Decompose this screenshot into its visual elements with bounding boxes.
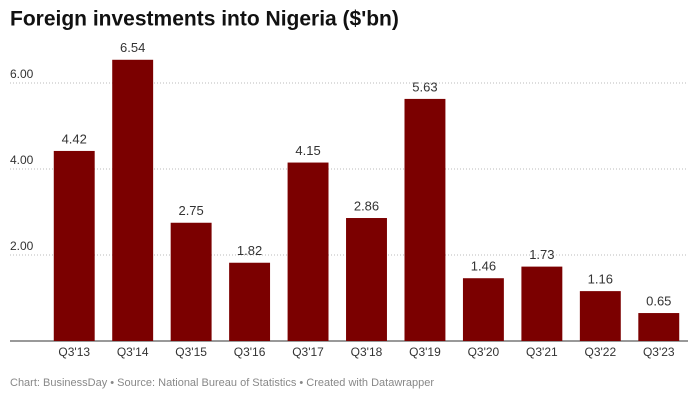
x-tick-label: Q3'18 bbox=[351, 345, 383, 359]
bar bbox=[170, 222, 212, 341]
x-tick-label: Q3'13 bbox=[58, 345, 90, 359]
bar bbox=[112, 59, 154, 341]
value-label: 1.73 bbox=[529, 247, 554, 262]
x-tick-label: Q3'14 bbox=[117, 345, 149, 359]
x-tick-label: Q3'22 bbox=[584, 345, 616, 359]
x-tick-label: Q3'15 bbox=[175, 345, 207, 359]
value-label: 1.82 bbox=[237, 243, 262, 258]
x-tick-label: Q3'21 bbox=[526, 345, 558, 359]
value-label: 2.86 bbox=[354, 198, 379, 213]
value-label: 1.16 bbox=[588, 272, 613, 287]
value-label: 6.54 bbox=[120, 40, 145, 55]
x-tick-label: Q3'23 bbox=[643, 345, 675, 359]
x-tick-label: Q3'16 bbox=[234, 345, 266, 359]
bar bbox=[521, 266, 563, 341]
value-label: 2.75 bbox=[178, 203, 203, 218]
bar bbox=[579, 291, 621, 341]
value-label: 4.15 bbox=[295, 143, 320, 158]
footer: Chart: BusinessDay • Source: National Bu… bbox=[10, 377, 434, 389]
bar bbox=[462, 278, 504, 341]
bar bbox=[346, 218, 387, 341]
x-tick-label: Q3'19 bbox=[409, 345, 441, 359]
y-tick-label: 6.00 bbox=[10, 67, 34, 81]
value-label: 5.63 bbox=[412, 79, 437, 94]
bar bbox=[287, 162, 329, 341]
bar bbox=[53, 150, 95, 341]
x-tick-label: Q3'17 bbox=[292, 345, 324, 359]
value-label: 1.46 bbox=[471, 259, 496, 274]
y-tick-label: 2.00 bbox=[10, 239, 34, 253]
bar bbox=[229, 262, 271, 341]
value-label: 4.42 bbox=[62, 131, 87, 146]
y-tick-label: 4.00 bbox=[10, 153, 34, 167]
bar bbox=[404, 98, 446, 341]
x-tick-label: Q3'20 bbox=[468, 345, 500, 359]
chart-title: Foreign investments into Nigeria ($'bn) bbox=[10, 8, 399, 31]
bar bbox=[638, 313, 680, 341]
value-label: 0.65 bbox=[646, 293, 671, 308]
